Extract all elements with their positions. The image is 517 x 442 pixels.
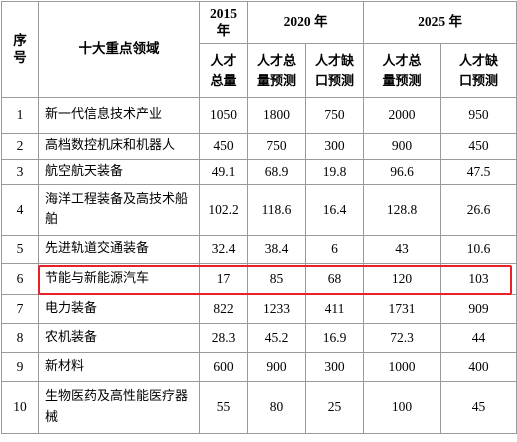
header-2025: 2025 年 (363, 1, 517, 44)
cell-2020-total: 118.6 (247, 184, 306, 236)
row-number: 1 (1, 97, 39, 134)
cell-2020-total: 750 (247, 133, 306, 160)
cell-2015-total: 32.4 (199, 235, 248, 264)
row-field: 航空航天装备 (38, 159, 200, 185)
row-field: 高档数控机床和机器人 (38, 133, 200, 160)
cell-2015-total: 49.1 (199, 159, 248, 185)
row-field: 节能与新能源汽车 (38, 263, 200, 295)
cell-2020-gap: 300 (305, 133, 364, 160)
row-field: 新材料 (38, 352, 200, 382)
cell-2020-total: 85 (247, 263, 306, 295)
cell-2020-total: 1233 (247, 294, 306, 324)
cell-2020-gap: 411 (305, 294, 364, 324)
header-seq: 序号 (1, 1, 39, 98)
cell-2020-gap: 68 (305, 263, 364, 295)
cell-2015-total: 55 (199, 381, 248, 434)
cell-2025-total: 1731 (363, 294, 441, 324)
cell-2020-total: 80 (247, 381, 306, 434)
row-number: 9 (1, 352, 39, 382)
header-2025-total-forecast: 人才总量预测 (363, 43, 441, 98)
talent-table-container: 序号 十大重点领域 2015年 2020 年 2025 年 人才总量 人才总量预… (1, 1, 517, 434)
row-number: 6 (1, 263, 39, 295)
row-field: 农机装备 (38, 323, 200, 353)
cell-2020-total: 45.2 (247, 323, 306, 353)
cell-2025-gap: 103 (440, 263, 517, 295)
table-row: 7 电力装备 822 1233 411 1731 909 (1, 294, 517, 324)
row-number: 10 (1, 381, 39, 434)
table-row: 5 先进轨道交通装备 32.4 38.4 6 43 10.6 (1, 235, 517, 264)
table-row: 10 生物医药及高性能医疗器械 55 80 25 100 45 (1, 381, 517, 434)
row-number: 4 (1, 184, 39, 236)
cell-2020-gap: 16.4 (305, 184, 364, 236)
row-number: 2 (1, 133, 39, 160)
cell-2015-total: 1050 (199, 97, 248, 134)
row-number: 8 (1, 323, 39, 353)
cell-2025-gap: 10.6 (440, 235, 517, 264)
cell-2025-total: 128.8 (363, 184, 441, 236)
cell-2015-total: 600 (199, 352, 248, 382)
header-2020: 2020 年 (247, 1, 364, 44)
cell-2015-total: 17 (199, 263, 248, 295)
cell-2025-total: 72.3 (363, 323, 441, 353)
row-field: 电力装备 (38, 294, 200, 324)
cell-2025-gap: 44 (440, 323, 517, 353)
cell-2025-total: 2000 (363, 97, 441, 134)
cell-2025-gap: 26.6 (440, 184, 517, 236)
header-2020-gap-forecast: 人才缺口预测 (305, 43, 364, 98)
cell-2020-gap: 750 (305, 97, 364, 134)
cell-2020-total: 900 (247, 352, 306, 382)
cell-2025-gap: 45 (440, 381, 517, 434)
header-row-years: 序号 十大重点领域 2015年 2020 年 2025 年 (1, 1, 517, 98)
header-2025-gap-forecast: 人才缺口预测 (440, 43, 517, 98)
header-row-metrics: 人才总量 人才总量预测 人才缺口预测 人才总量预测 人才缺口预测 (2, 43, 517, 98)
cell-2025-gap: 400 (440, 352, 517, 382)
table-row: 2 高档数控机床和机器人 450 750 300 900 450 (1, 133, 517, 160)
cell-2025-gap: 47.5 (440, 159, 517, 185)
table-row: 3 航空航天装备 49.1 68.9 19.8 96.6 47.5 (1, 159, 517, 185)
cell-2020-gap: 300 (305, 352, 364, 382)
row-number: 3 (1, 159, 39, 185)
row-number: 5 (1, 235, 39, 264)
cell-2020-gap: 19.8 (305, 159, 364, 185)
cell-2020-gap: 25 (305, 381, 364, 434)
table-row: 9 新材料 600 900 300 1000 400 (1, 352, 517, 382)
cell-2025-gap: 950 (440, 97, 517, 134)
cell-2025-gap: 909 (440, 294, 517, 324)
table-row: 4 海洋工程装备及高技术船舶 102.2 118.6 16.4 128.8 26… (1, 184, 517, 236)
cell-2020-total: 38.4 (247, 235, 306, 264)
cell-2015-total: 28.3 (199, 323, 248, 353)
table-row: 1 新一代信息技术产业 1050 1800 750 2000 950 (1, 97, 517, 134)
cell-2015-total: 822 (199, 294, 248, 324)
cell-2015-total: 450 (199, 133, 248, 160)
header-field: 十大重点领域 (38, 1, 200, 98)
cell-2020-total: 68.9 (247, 159, 306, 185)
cell-2025-total: 100 (363, 381, 441, 434)
cell-2025-total: 96.6 (363, 159, 441, 185)
cell-2025-total: 43 (363, 235, 441, 264)
cell-2025-total: 900 (363, 133, 441, 160)
row-field: 新一代信息技术产业 (38, 97, 200, 134)
row-field: 生物医药及高性能医疗器械 (38, 381, 200, 434)
header-2020-total-forecast: 人才总量预测 (247, 43, 306, 98)
cell-2025-total: 120 (363, 263, 441, 295)
cell-2020-gap: 16.9 (305, 323, 364, 353)
cell-2025-gap: 450 (440, 133, 517, 160)
header-2015-total: 人才总量 (199, 43, 248, 98)
header-2015: 2015年 (199, 1, 248, 44)
row-number: 7 (1, 294, 39, 324)
table-row: 8 农机装备 28.3 45.2 16.9 72.3 44 (1, 323, 517, 353)
row-field: 先进轨道交通装备 (38, 235, 200, 264)
row-field: 海洋工程装备及高技术船舶 (38, 184, 200, 236)
cell-2025-total: 1000 (363, 352, 441, 382)
cell-2020-total: 1800 (247, 97, 306, 134)
table-row-highlighted: 6 节能与新能源汽车 17 85 68 120 103 (1, 263, 517, 295)
cell-2020-gap: 6 (305, 235, 364, 264)
cell-2015-total: 102.2 (199, 184, 248, 236)
talent-forecast-table: 序号 十大重点领域 2015年 2020 年 2025 年 人才总量 人才总量预… (1, 1, 517, 434)
